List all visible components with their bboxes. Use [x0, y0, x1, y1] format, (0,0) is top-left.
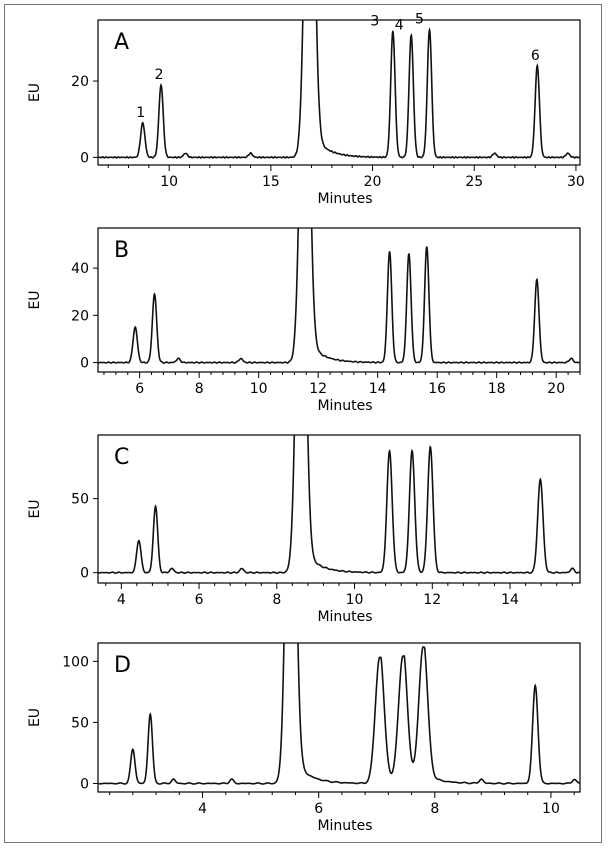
figure-frame	[4, 4, 602, 843]
plot-frame	[97, 642, 581, 793]
x-tick-label: 4	[117, 592, 126, 608]
series-line	[98, 435, 580, 574]
x-tick-label: 14	[369, 381, 387, 397]
x-tick-label: 10	[250, 381, 268, 397]
series-line	[98, 20, 580, 159]
plot-frame	[97, 19, 581, 166]
x-tick-label: 12	[309, 381, 327, 397]
x-tick-label: 8	[430, 801, 439, 817]
panel-letter: A	[114, 30, 129, 55]
y-tick-label: 0	[80, 150, 89, 166]
y-tick-label: 100	[62, 654, 89, 670]
y-axis-title: EU	[27, 83, 43, 102]
x-tick-label: 15	[262, 174, 280, 190]
x-tick-label: 14	[501, 592, 519, 608]
panel-letter: D	[114, 653, 131, 678]
y-tick-label: 50	[71, 715, 89, 731]
x-axis-title: Minutes	[317, 191, 372, 207]
y-axis-title: EU	[27, 499, 43, 518]
peak-label-3: 3	[370, 13, 379, 29]
x-tick-label: 10	[542, 801, 560, 817]
peak-label-5: 5	[415, 12, 424, 28]
x-tick-label: 6	[135, 381, 144, 397]
panel-letter: C	[114, 445, 129, 470]
x-axis-title: Minutes	[317, 398, 372, 414]
y-tick-label: 40	[71, 261, 89, 277]
series-line	[98, 228, 580, 364]
peak-label-6: 6	[531, 48, 540, 64]
x-axis-title: Minutes	[317, 818, 372, 834]
x-tick-label: 6	[195, 592, 204, 608]
x-tick-label: 20	[364, 174, 382, 190]
series-line	[98, 643, 580, 785]
peak-label-4: 4	[395, 17, 404, 33]
x-tick-label: 16	[428, 381, 446, 397]
x-tick-label: 6	[314, 801, 323, 817]
x-tick-label: 8	[195, 381, 204, 397]
y-axis-title: EU	[27, 290, 43, 309]
y-tick-label: 0	[80, 356, 89, 372]
x-tick-label: 25	[465, 174, 483, 190]
x-tick-label: 20	[547, 381, 565, 397]
panel-B: B 6 8 10 12 14 16 18 20 0 20 40 Minutes EU	[27, 227, 581, 414]
peak-label-2: 2	[155, 67, 164, 83]
y-tick-label: 20	[71, 308, 89, 324]
plot-frame	[97, 434, 581, 584]
y-tick-label: 50	[71, 492, 89, 508]
x-tick-label: 8	[272, 592, 281, 608]
x-tick-label: 12	[423, 592, 441, 608]
panel-letter: B	[114, 238, 129, 263]
x-tick-label: 10	[160, 174, 178, 190]
peak-label-1: 1	[136, 105, 145, 121]
x-axis-title: Minutes	[317, 609, 372, 625]
x-tick-label: 18	[488, 381, 506, 397]
x-tick-label: 30	[567, 174, 585, 190]
x-tick-label: 10	[346, 592, 364, 608]
y-tick-label: 0	[80, 566, 89, 582]
panel-C: C 4 6 8 10 12 14 0 50 Minutes EU	[27, 434, 581, 625]
y-tick-label: 20	[71, 74, 89, 90]
plot-frame	[97, 227, 581, 373]
y-axis-title: EU	[27, 708, 43, 727]
y-tick-label: 0	[80, 776, 89, 792]
x-tick-label: 4	[198, 801, 207, 817]
